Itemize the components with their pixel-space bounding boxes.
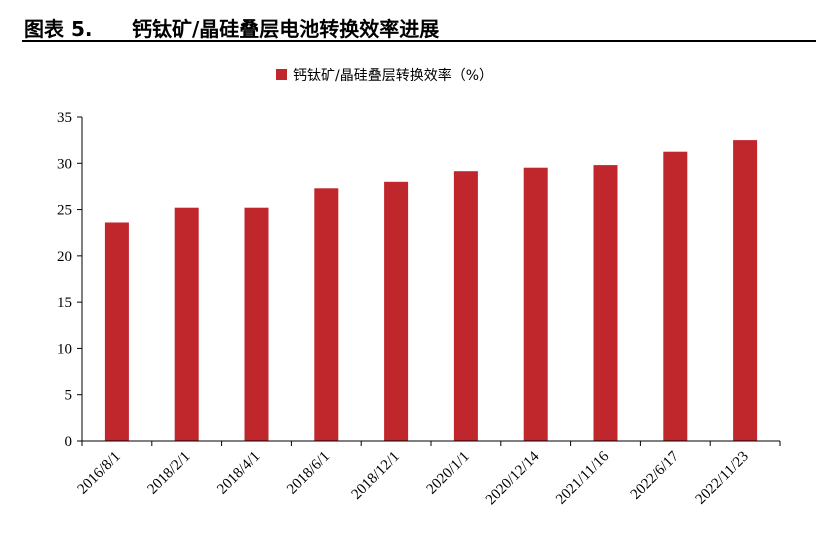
y-tick-label: 35	[57, 110, 72, 126]
figure-title: 钙钛矿/晶硅叠层电池转换效率进展	[132, 17, 440, 41]
bar-5	[384, 181, 409, 442]
figure-header: 图表 5. 钙钛矿/晶硅叠层电池转换效率进展	[22, 8, 816, 42]
bar-7	[523, 167, 548, 441]
x-tick-label: 2018/6/1	[284, 449, 333, 498]
y-tick-label: 25	[57, 203, 72, 219]
bar-9	[663, 151, 688, 441]
y-tick-label: 30	[57, 156, 72, 172]
y-tick-label: 5	[65, 388, 73, 404]
x-tick-label: 2016/8/1	[75, 449, 124, 498]
bar-6	[453, 171, 478, 441]
y-tick-label: 15	[57, 295, 72, 311]
figure-label: 图表 5.	[24, 17, 93, 41]
bar-4	[314, 188, 339, 441]
y-tick-label: 0	[65, 434, 73, 450]
bar-8	[593, 165, 618, 441]
x-tick-label: 2021/11/16	[553, 448, 613, 508]
x-tick-label: 2022/6/17	[628, 448, 683, 503]
x-tick-label: 2018/12/1	[349, 449, 403, 503]
x-tick-label: 2022/11/23	[693, 449, 752, 508]
bar-3	[244, 207, 269, 441]
y-tick-label: 20	[57, 249, 72, 265]
bar-2	[174, 207, 199, 441]
legend: 钙钛矿/晶硅叠层转换效率（%）	[276, 67, 493, 84]
x-tick-label: 2018/4/1	[214, 449, 263, 498]
x-tick-label: 2020/12/14	[483, 448, 543, 508]
legend-label: 钙钛矿/晶硅叠层转换效率（%）	[293, 67, 493, 84]
y-tick-label: 10	[57, 341, 72, 357]
bar-10	[733, 140, 758, 441]
x-tick-label: 2020/1/1	[424, 449, 473, 498]
legend-swatch	[276, 69, 287, 80]
bar-1	[104, 222, 129, 441]
x-tick-label: 2018/2/1	[144, 449, 193, 498]
